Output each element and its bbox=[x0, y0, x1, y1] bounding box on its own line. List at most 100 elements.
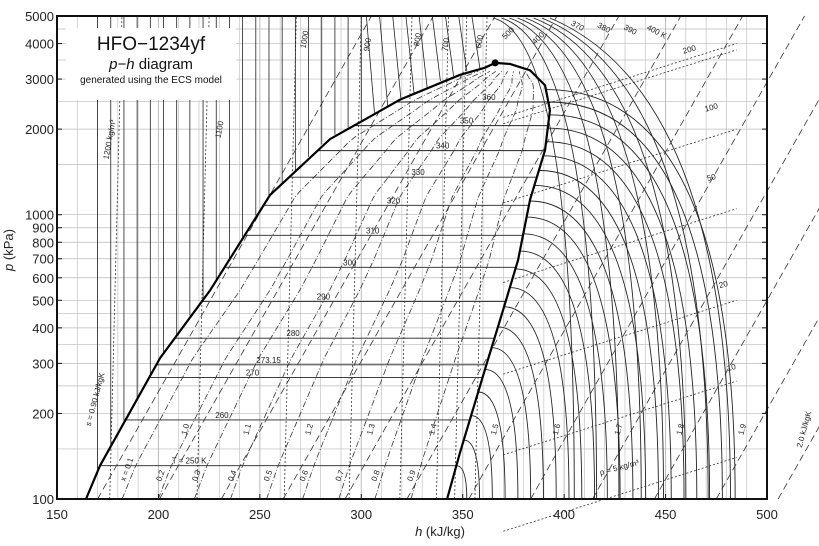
isotherm-label: 340 bbox=[436, 142, 450, 151]
isotherm-label: 273.15 bbox=[256, 356, 281, 365]
isochore-label: 700 bbox=[440, 37, 451, 52]
isentrope-label: 1.3 bbox=[365, 422, 377, 436]
superheated-isotherm-line bbox=[549, 114, 711, 500]
isentrope-line bbox=[715, 317, 819, 500]
isochore-label: 1100 bbox=[214, 120, 226, 139]
quality-line bbox=[266, 71, 502, 500]
isotherm-label: 300 bbox=[343, 258, 357, 267]
isentrope-line bbox=[592, 98, 819, 500]
superheated-isotherm-line bbox=[471, 415, 493, 500]
isochore-line bbox=[474, 15, 488, 500]
chart-subtitle: p−h diagram bbox=[109, 56, 193, 73]
supercritical-isotherm-line bbox=[549, 17, 731, 500]
y-tick-label: 600 bbox=[32, 271, 54, 286]
quality-line bbox=[338, 71, 514, 500]
isotherm-label: 360 bbox=[482, 93, 496, 102]
liquid-isotherm-line bbox=[458, 15, 468, 72]
y-tick-label: 5000 bbox=[25, 9, 54, 24]
isochore-label: 900 bbox=[362, 37, 373, 52]
superheated-isotherm-line bbox=[484, 368, 519, 500]
isotherm-label: 370 bbox=[569, 19, 585, 33]
isentrope-line bbox=[654, 207, 819, 500]
quality-label: 0.6 bbox=[298, 468, 310, 482]
isentrope-line bbox=[530, 15, 805, 500]
superheated-isotherm-line bbox=[497, 326, 544, 500]
supercritical-isotherm-line bbox=[525, 17, 664, 500]
isochore-label: 100 bbox=[704, 101, 720, 113]
x-axis-label: h (kJ/kg) bbox=[415, 524, 465, 539]
isochore-label: 50 bbox=[706, 172, 717, 183]
isotherm-label: 280 bbox=[286, 329, 300, 338]
superheated-isotherm-line bbox=[491, 347, 532, 500]
isotherm-label: 330 bbox=[411, 168, 425, 177]
supercritical-isotherm-line bbox=[509, 17, 620, 500]
superheated-isotherm-line bbox=[478, 391, 506, 500]
y-tick-label: 500 bbox=[32, 293, 54, 308]
quality-label: 0.8 bbox=[370, 468, 382, 482]
isentrope-label: 1.9 bbox=[736, 422, 748, 436]
x-tick-label: 250 bbox=[249, 507, 271, 522]
quality-label: 0.4 bbox=[226, 468, 238, 482]
supercritical-isotherm-line bbox=[501, 17, 598, 500]
isochore-label: 1200 kg/m³ bbox=[102, 119, 118, 160]
y-tick-label: 900 bbox=[32, 221, 54, 236]
isochore-label: 800 bbox=[412, 32, 423, 47]
isotherm-label: 350 bbox=[460, 117, 474, 126]
isotherm-label: 390 bbox=[622, 23, 638, 37]
supercritical-isotherm-line bbox=[541, 17, 709, 500]
isentrope-line bbox=[282, 15, 558, 500]
liquid-isotherm-line bbox=[471, 15, 481, 69]
y-tick-label: 200 bbox=[32, 406, 54, 421]
superheated-isotherm-line bbox=[529, 200, 634, 500]
isentrope-label: 1.1 bbox=[242, 422, 254, 436]
quality-label: 0.9 bbox=[405, 468, 417, 482]
isotherm-label: 310 bbox=[366, 226, 380, 235]
quality-line bbox=[374, 71, 523, 500]
y-tick-label: 1000 bbox=[25, 208, 54, 223]
isentrope-label: 1.4 bbox=[427, 422, 439, 436]
quality-label: x = 0.1 bbox=[119, 456, 136, 482]
y-tick-label: 800 bbox=[32, 235, 54, 250]
superheated-isotherm-line bbox=[534, 184, 647, 500]
isochore-line bbox=[503, 299, 737, 375]
y-axis-label: p (kPa) bbox=[1, 229, 16, 272]
quality-label: 0.2 bbox=[154, 468, 166, 482]
isotherm-label: 400 K bbox=[645, 23, 668, 41]
quality-label: 0.5 bbox=[262, 468, 274, 482]
superheated-isotherm-line bbox=[543, 155, 672, 500]
x-tick-label: 500 bbox=[756, 507, 778, 522]
quality-line bbox=[302, 71, 508, 500]
isochore-line bbox=[109, 15, 123, 500]
isentrope-line bbox=[220, 15, 496, 500]
quality-label: 0.3 bbox=[190, 468, 202, 482]
isochore-label: 200 bbox=[682, 43, 698, 55]
isotherm-label: T = 250 K bbox=[172, 457, 207, 466]
saturation-dome bbox=[84, 61, 552, 500]
quality-line bbox=[121, 70, 479, 500]
isentrope-label: 1.8 bbox=[675, 422, 687, 436]
y-tick-label: 3000 bbox=[25, 72, 54, 87]
axis-ticks: 150 200 250 300 350 400 450 500 100 200 300 400 500 6… bbox=[25, 9, 778, 522]
critical-point bbox=[491, 59, 499, 67]
x-tick-label: 450 bbox=[655, 507, 677, 522]
superheated-isotherm-line bbox=[456, 465, 468, 500]
isochore-line bbox=[503, 208, 737, 283]
superheated-isotherm-line bbox=[538, 169, 659, 500]
chart-title-box: HFO−1234yf p−h diagram generated using t… bbox=[66, 28, 236, 100]
isentrope-label: 1.7 bbox=[613, 422, 625, 436]
liquid-isotherm-line bbox=[379, 15, 389, 106]
superheated-isotherm-line bbox=[547, 127, 698, 500]
isochore-line bbox=[503, 457, 737, 532]
isentrope-label: 1.5 bbox=[489, 422, 501, 436]
isochore-line bbox=[503, 49, 737, 125]
y-tick-label: 400 bbox=[32, 321, 54, 336]
plot-frame bbox=[56, 15, 768, 500]
quality-line bbox=[193, 70, 491, 500]
isochore-label: 600 bbox=[474, 34, 485, 49]
superheated-isotherm-line bbox=[545, 89, 736, 500]
superheated-isotherm-line bbox=[463, 439, 481, 500]
superheated-isotherm-line bbox=[546, 141, 685, 500]
x-tick-label: 300 bbox=[350, 507, 372, 522]
quality-label: 0.7 bbox=[334, 468, 346, 482]
